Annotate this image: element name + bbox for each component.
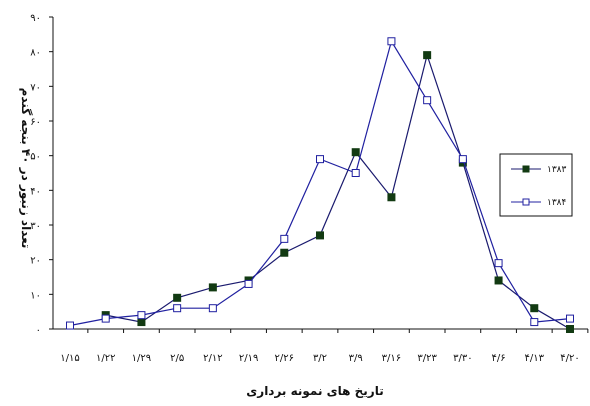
data-point [566, 314, 574, 323]
y-axis-title: تعداد زنبور در ۴۰ بنجه گندم [18, 88, 33, 249]
x-tick-label: ۱/۱۵ [60, 353, 79, 364]
series-line [105, 52, 571, 330]
legend-marker-1384 [522, 198, 530, 206]
data-point [101, 314, 110, 323]
x-tick-label: ۳/۹ [349, 353, 363, 364]
data-point [316, 231, 324, 240]
x-axis-title: تاریخ های نمونه برداری [246, 384, 383, 399]
x-tick-label: ۱/۲۲ [96, 353, 115, 364]
y-tick-label: ۸۰ [30, 48, 41, 59]
data-point [173, 304, 182, 313]
data-point [423, 96, 432, 105]
data-point [387, 37, 396, 46]
x-tick-label: ۳/۳۰ [453, 353, 472, 364]
x-tick-label: ۲/۱۲ [203, 353, 222, 364]
legend-marker-1383 [522, 165, 530, 173]
data-point [387, 193, 396, 202]
series-1 [66, 37, 574, 330]
y-tick-label: ۹۰ [30, 13, 41, 24]
data-point [173, 293, 182, 302]
y-tick-label: ۰ [36, 325, 41, 336]
x-tick-label: ۲/۲۶ [275, 353, 294, 364]
y-tick-label: ۳۰ [30, 221, 41, 232]
x-tick-label: ۴/۱۳ [525, 353, 545, 364]
data-point [208, 304, 217, 313]
data-point [244, 279, 253, 288]
data-point [280, 248, 289, 257]
data-point [208, 283, 217, 292]
y-tick-label: ۲۰ [30, 256, 41, 267]
data-point [280, 234, 289, 243]
y-tick-label: ۵۰ [30, 152, 41, 163]
y-tick-label: ۱۰ [30, 290, 41, 301]
x-tick-label: ۳/۲ [313, 353, 327, 364]
data-point [530, 318, 539, 327]
legend-label-1383: ۱۳۸۳ [547, 165, 567, 175]
y-tick-label: ۴۰ [30, 186, 41, 197]
x-tick-label: ۲/۵ [170, 353, 184, 364]
x-tick-label: ۳/۱۶ [382, 353, 401, 364]
x-tick-label: ۴/۲۰ [560, 353, 579, 364]
data-point [494, 276, 503, 285]
series-layer [66, 37, 574, 333]
legend-label-1384: ۱۳۸۴ [547, 198, 567, 208]
data-point [494, 259, 503, 268]
legend: ۱۳۸۳ ۱۳۸۴ [499, 153, 573, 217]
x-tick-label: ۲/۱۹ [239, 353, 258, 364]
data-point [530, 304, 539, 313]
x-tick-label: ۳/۲۳ [417, 353, 437, 364]
data-point [316, 155, 324, 164]
y-tick-label: ۶۰ [30, 117, 41, 128]
data-point [351, 169, 360, 177]
y-tick-label: ۷۰ [30, 82, 41, 93]
data-point [351, 148, 360, 157]
data-point [137, 318, 146, 327]
legend-box [499, 153, 573, 217]
data-point [458, 155, 467, 164]
data-point [66, 321, 74, 330]
data-point [137, 311, 146, 320]
x-tick-label: ۴/۶ [492, 353, 506, 364]
x-tick-label: ۱/۲۹ [132, 353, 151, 364]
data-point [423, 51, 432, 60]
axes: ۰ ۱۰ ۲۰ ۳۰ ۴۰ ۵۰ ۶۰ ۷۰ ۸۰ ۹۰ ۱/۱۵ ۱/۲۲ ۱/۲۹ ۲/۵ ۲/۱۲ ۲/… [30, 13, 589, 364]
data-point [566, 325, 574, 333]
